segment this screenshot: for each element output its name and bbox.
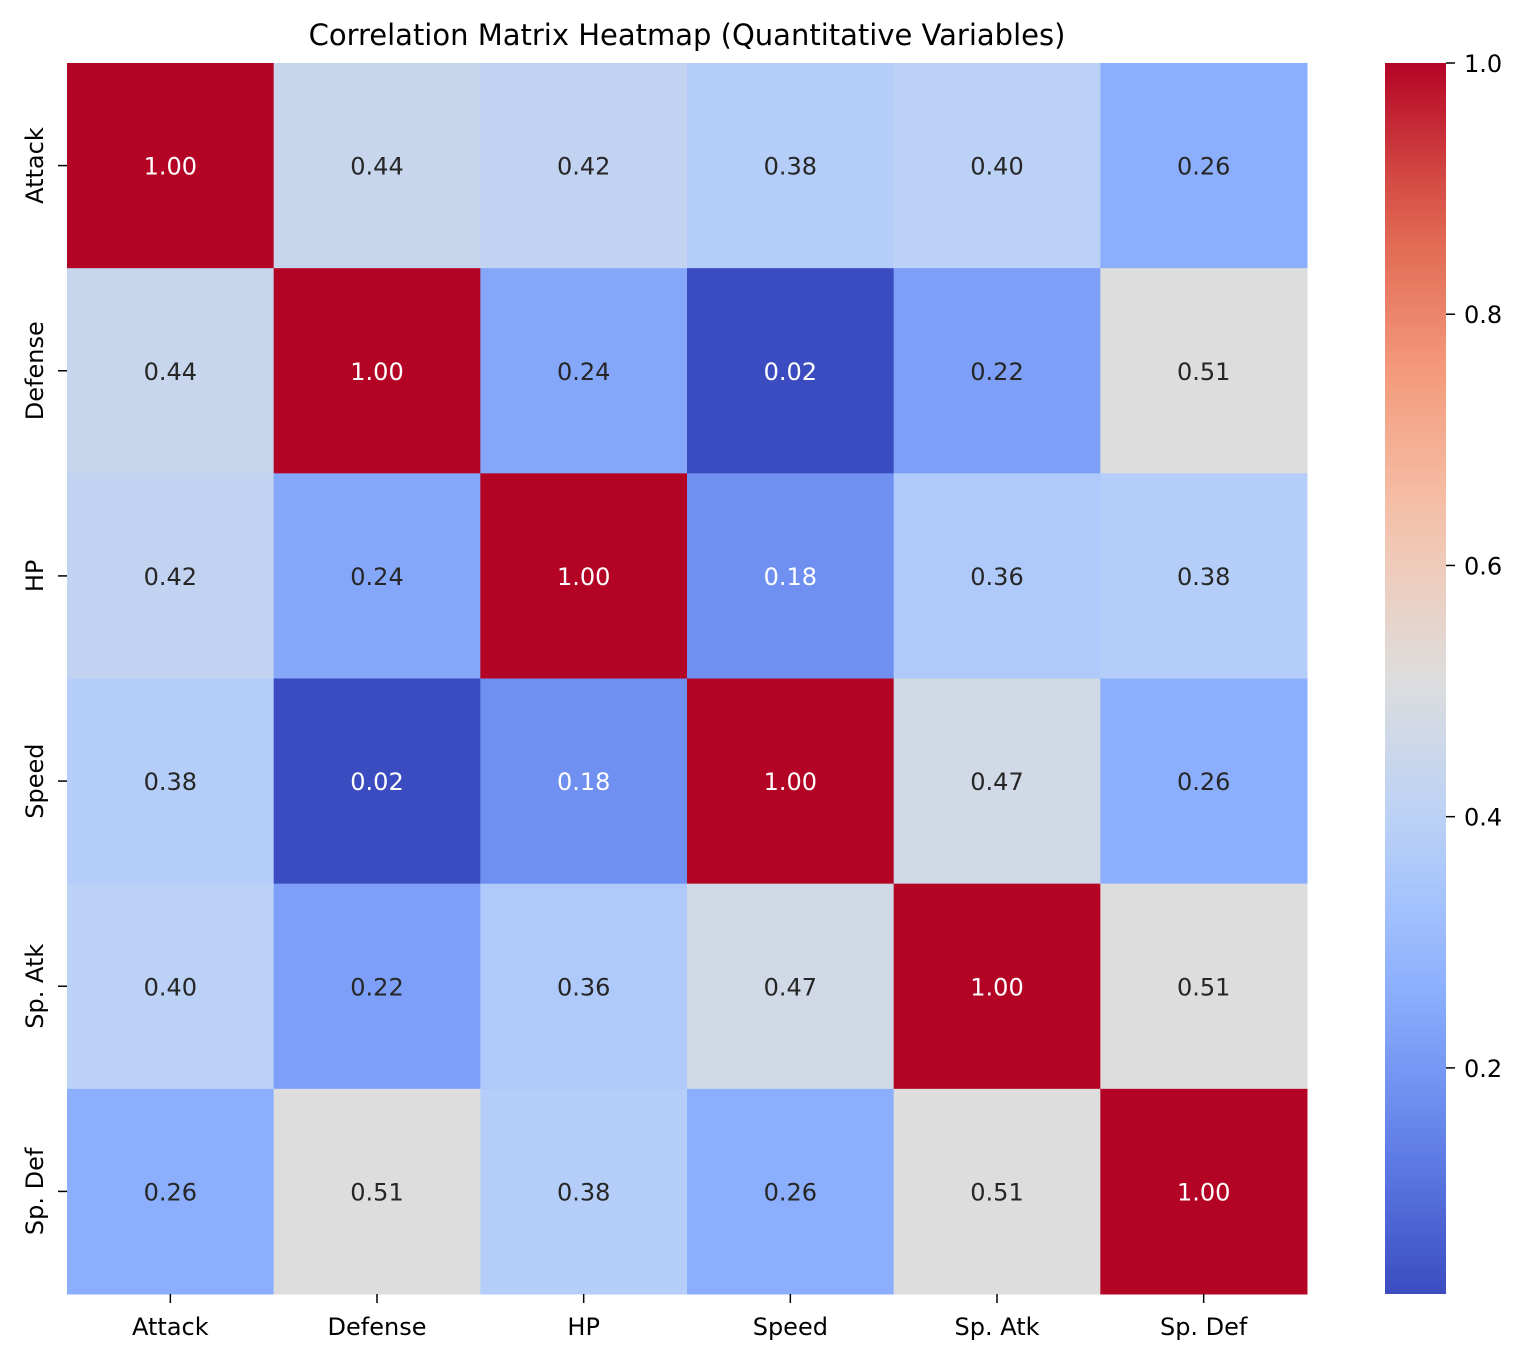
cell-value-label: 0.36 — [970, 563, 1023, 591]
x-tick-label: Speed — [753, 1313, 828, 1341]
x-axis: Attack Defense HP Speed Sp. Atk Sp. Def — [132, 1294, 1248, 1341]
y-tick-label: Defense — [21, 321, 49, 420]
heatmap-cell — [273, 473, 481, 679]
heatmap-cell — [480, 473, 688, 679]
heatmap-cell — [67, 883, 275, 1090]
x-tick-label: Sp. Atk — [954, 1313, 1039, 1341]
heatmap-cell — [273, 678, 481, 885]
cell-value-label: 0.18 — [557, 768, 610, 796]
cell-value-label: 0.26 — [1177, 153, 1230, 181]
heatmap-cell — [480, 268, 688, 474]
cell-value-label: 1.00 — [350, 358, 403, 386]
cell-value-label: 0.40 — [144, 973, 197, 1001]
heatmap-cell — [893, 473, 1101, 679]
heatmap-cell — [893, 883, 1101, 1090]
y-tick-label: HP — [21, 560, 49, 593]
colorbar-tick-label: 0.2 — [1464, 1055, 1502, 1083]
heatmap-cell — [687, 883, 895, 1090]
cell-value-label: 0.42 — [557, 153, 610, 181]
heatmap-cell — [273, 63, 481, 269]
x-tick-label: HP — [567, 1313, 600, 1341]
cell-value-label: 0.02 — [350, 768, 403, 796]
heatmap-cell — [893, 1088, 1101, 1295]
heatmap-cell — [67, 268, 275, 474]
cell-value-label: 0.22 — [350, 973, 403, 1001]
cell-value-label: 1.00 — [970, 973, 1023, 1001]
heatmap-cells — [67, 63, 1308, 1295]
cell-value-label: 0.36 — [557, 973, 610, 1001]
cell-value-label: 0.44 — [144, 358, 197, 386]
cell-value-label: 1.00 — [144, 153, 197, 181]
heatmap-cell — [67, 1088, 275, 1295]
cell-value-label: 0.38 — [1177, 563, 1230, 591]
cell-value-label: 1.00 — [764, 768, 817, 796]
cell-value-label: 0.51 — [1177, 973, 1230, 1001]
heatmap-cell — [1100, 63, 1308, 269]
heatmap-cell — [480, 1088, 688, 1295]
heatmap-cell — [1100, 268, 1308, 474]
cell-value-label: 0.44 — [350, 153, 403, 181]
heatmap-cell — [480, 883, 688, 1090]
y-tick-label: Attack — [21, 127, 49, 204]
heatmap-cell — [893, 63, 1101, 269]
x-tick-label: Attack — [132, 1313, 209, 1341]
heatmap-cell — [687, 678, 895, 885]
cell-value-label: 0.18 — [764, 563, 817, 591]
cell-value-label: 0.22 — [970, 358, 1023, 386]
cell-value-label: 0.38 — [764, 153, 817, 181]
colorbar-tick-label: 1.0 — [1464, 50, 1502, 78]
cell-value-label: 0.38 — [144, 768, 197, 796]
heatmap-cell — [893, 268, 1101, 474]
heatmap-cell — [1100, 883, 1308, 1090]
heatmap-cell — [67, 678, 275, 885]
heatmap-cell — [480, 678, 688, 885]
colorbar-ticks: 0.2 0.4 0.6 0.8 1.0 — [1446, 50, 1502, 1083]
colorbar-gradient — [1385, 63, 1446, 1294]
heatmap-cell — [687, 268, 895, 474]
cell-value-label: 0.26 — [1177, 768, 1230, 796]
cell-value-label: 0.51 — [970, 1178, 1023, 1206]
heatmap-cell — [67, 63, 275, 269]
x-tick-label: Defense — [328, 1313, 427, 1341]
cell-value-label: 0.40 — [970, 153, 1023, 181]
heatmap-cell — [273, 268, 481, 474]
colorbar — [1385, 63, 1446, 1294]
cell-value-label: 0.47 — [970, 768, 1023, 796]
cell-value-label: 0.26 — [144, 1178, 197, 1206]
x-tick-label: Sp. Def — [1160, 1313, 1248, 1341]
colorbar-tick-label: 0.4 — [1464, 804, 1502, 832]
cell-value-label: 0.42 — [144, 563, 197, 591]
heatmap-cell — [1100, 1088, 1308, 1295]
y-tick-label: Sp. Atk — [21, 944, 49, 1029]
heatmap-cell — [273, 883, 481, 1090]
cell-value-label: 0.47 — [764, 973, 817, 1001]
cell-value-label: 0.26 — [764, 1178, 817, 1206]
cell-value-label: 0.38 — [557, 1178, 610, 1206]
colorbar-tick-label: 0.8 — [1464, 301, 1502, 329]
heatmap-cell — [687, 473, 895, 679]
cell-value-label: 1.00 — [1177, 1178, 1230, 1206]
chart-title: Correlation Matrix Heatmap (Quantitative… — [309, 18, 1066, 52]
y-tick-label: Sp. Def — [21, 1147, 49, 1235]
heatmap-cell — [1100, 678, 1308, 885]
cell-value-label: 0.24 — [557, 358, 610, 386]
heatmap-cell — [67, 473, 275, 679]
heatmap-cell-labels: 1.00 0.44 0.42 0.38 0.40 0.26 0.44 1.00 0.24 0.02… — [144, 153, 1231, 1207]
heatmap-cell — [1100, 473, 1308, 679]
heatmap-cell — [480, 63, 688, 269]
colorbar-tick-label: 0.6 — [1464, 552, 1502, 580]
y-tick-label: Speed — [21, 743, 49, 818]
y-axis: Attack Defense HP Speed Sp. Atk Sp. Def — [21, 127, 67, 1235]
cell-value-label: 0.51 — [350, 1178, 403, 1206]
heatmap-cell — [687, 63, 895, 269]
heatmap-cell — [273, 1088, 481, 1295]
cell-value-label: 0.51 — [1177, 358, 1230, 386]
heatmap-cell — [687, 1088, 895, 1295]
cell-value-label: 0.02 — [764, 358, 817, 386]
cell-value-label: 1.00 — [557, 563, 610, 591]
cell-value-label: 0.24 — [350, 563, 403, 591]
heatmap-cell — [893, 678, 1101, 885]
